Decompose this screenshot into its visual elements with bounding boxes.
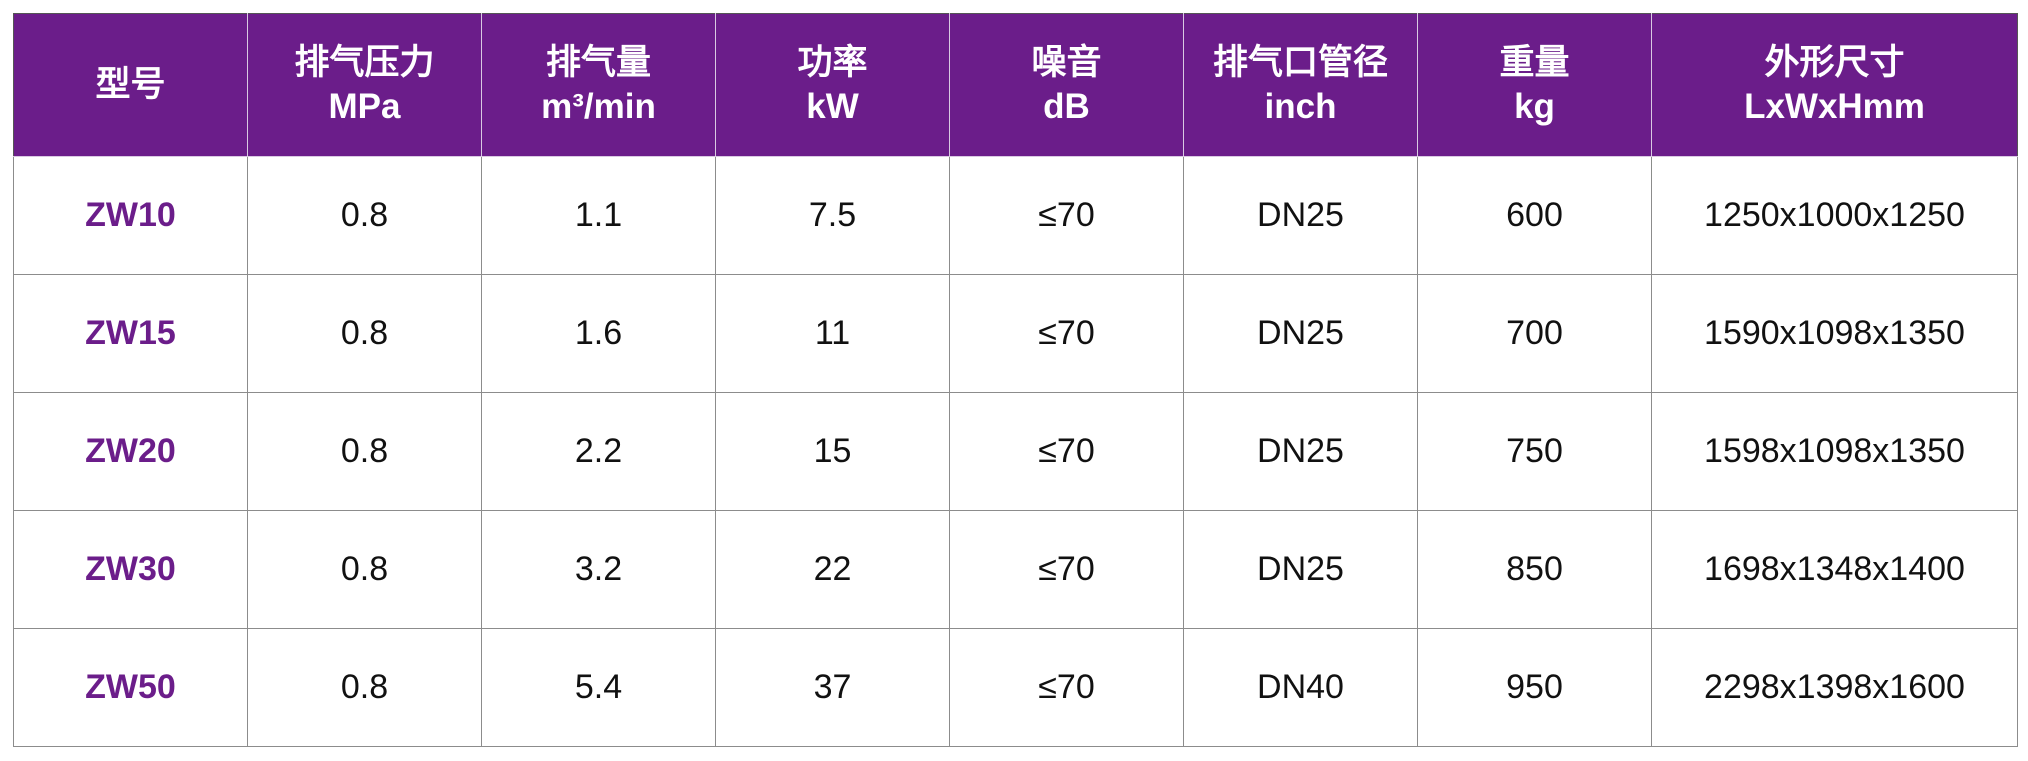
data-cell: 11 [715, 274, 950, 393]
header-name: 重量 [1499, 43, 1570, 82]
header-unit: LxWxHmm [1744, 87, 1925, 126]
data-cell: 1590x1098x1350 [1651, 274, 2018, 393]
header-unit: kW [806, 87, 859, 126]
data-cell: 950 [1417, 628, 1652, 747]
header-name: 噪音 [1031, 43, 1102, 82]
header-name: 功率 [797, 43, 868, 82]
data-cell: 2.2 [481, 392, 716, 511]
header-cell: 外形尺寸 LxWxHmm [1651, 13, 2018, 157]
data-cell: 0.8 [247, 392, 482, 511]
data-cell: 22 [715, 510, 950, 629]
spec-table-wrap: 型号 排气压力 MPa 排气量 m³/min 功率 kW 噪音 dB 排气口管径 inch 重量 kg 外… [13, 13, 2018, 747]
data-cell: ≤70 [949, 628, 1184, 747]
data-cell: 0.8 [247, 274, 482, 393]
data-cell: 850 [1417, 510, 1652, 629]
data-cell: DN25 [1183, 392, 1418, 511]
model-cell: ZW20 [13, 392, 248, 511]
data-cell: 15 [715, 392, 950, 511]
header-name: 型号 [95, 65, 166, 104]
header-cell: 重量 kg [1417, 13, 1652, 157]
data-cell: ≤70 [949, 156, 1184, 275]
data-row: ZW50 0.8 5.4 37 ≤70 DN40 950 2298x1398x1600 [13, 628, 2018, 747]
header-cell: 型号 [13, 13, 248, 157]
data-cell: 1698x1348x1400 [1651, 510, 2018, 629]
data-cell: 3.2 [481, 510, 716, 629]
spec-table: 型号 排气压力 MPa 排气量 m³/min 功率 kW 噪音 dB 排气口管径 inch 重量 kg 外… [13, 13, 2018, 747]
header-cell: 排气压力 MPa [247, 13, 482, 157]
header-cell: 噪音 dB [949, 13, 1184, 157]
header-name: 排气量 [545, 43, 651, 82]
data-cell: 700 [1417, 274, 1652, 393]
header-row: 型号 排气压力 MPa 排气量 m³/min 功率 kW 噪音 dB 排气口管径 inch 重量 kg 外… [13, 13, 2018, 157]
data-cell: DN25 [1183, 510, 1418, 629]
header-unit: inch [1264, 87, 1337, 126]
header-unit: dB [1043, 87, 1090, 126]
data-cell: 1250x1000x1250 [1651, 156, 2018, 275]
header-name: 外形尺寸 [1764, 43, 1905, 82]
header-unit: m³/min [541, 87, 656, 126]
data-cell: 1.1 [481, 156, 716, 275]
data-row: ZW10 0.8 1.1 7.5 ≤70 DN25 600 1250x1000x1250 [13, 156, 2018, 275]
model-cell: ZW50 [13, 628, 248, 747]
data-row: ZW30 0.8 3.2 22 ≤70 DN25 850 1698x1348x1400 [13, 510, 2018, 629]
data-cell: 37 [715, 628, 950, 747]
data-row: ZW15 0.8 1.6 11 ≤70 DN25 700 1590x1098x1350 [13, 274, 2018, 393]
header-name: 排气口管径 [1212, 43, 1388, 82]
header-unit: kg [1514, 87, 1555, 126]
data-cell: 7.5 [715, 156, 950, 275]
data-cell: 5.4 [481, 628, 716, 747]
data-cell: DN25 [1183, 156, 1418, 275]
data-cell: ≤70 [949, 510, 1184, 629]
data-cell: DN40 [1183, 628, 1418, 747]
header-cell: 排气量 m³/min [481, 13, 716, 157]
model-cell: ZW30 [13, 510, 248, 629]
data-cell: 750 [1417, 392, 1652, 511]
data-cell: 600 [1417, 156, 1652, 275]
data-cell: 2298x1398x1600 [1651, 628, 2018, 747]
data-cell: 0.8 [247, 510, 482, 629]
data-cell: ≤70 [949, 274, 1184, 393]
data-cell: 0.8 [247, 628, 482, 747]
data-cell: 1598x1098x1350 [1651, 392, 2018, 511]
header-cell: 功率 kW [715, 13, 950, 157]
header-cell: 排气口管径 inch [1183, 13, 1418, 157]
header-unit: MPa [328, 87, 401, 126]
model-cell: ZW10 [13, 156, 248, 275]
data-cell: ≤70 [949, 392, 1184, 511]
data-cell: 1.6 [481, 274, 716, 393]
data-row: ZW20 0.8 2.2 15 ≤70 DN25 750 1598x1098x1350 [13, 392, 2018, 511]
data-cell: DN25 [1183, 274, 1418, 393]
data-cell: 0.8 [247, 156, 482, 275]
header-name: 排气压力 [294, 43, 435, 82]
model-cell: ZW15 [13, 274, 248, 393]
